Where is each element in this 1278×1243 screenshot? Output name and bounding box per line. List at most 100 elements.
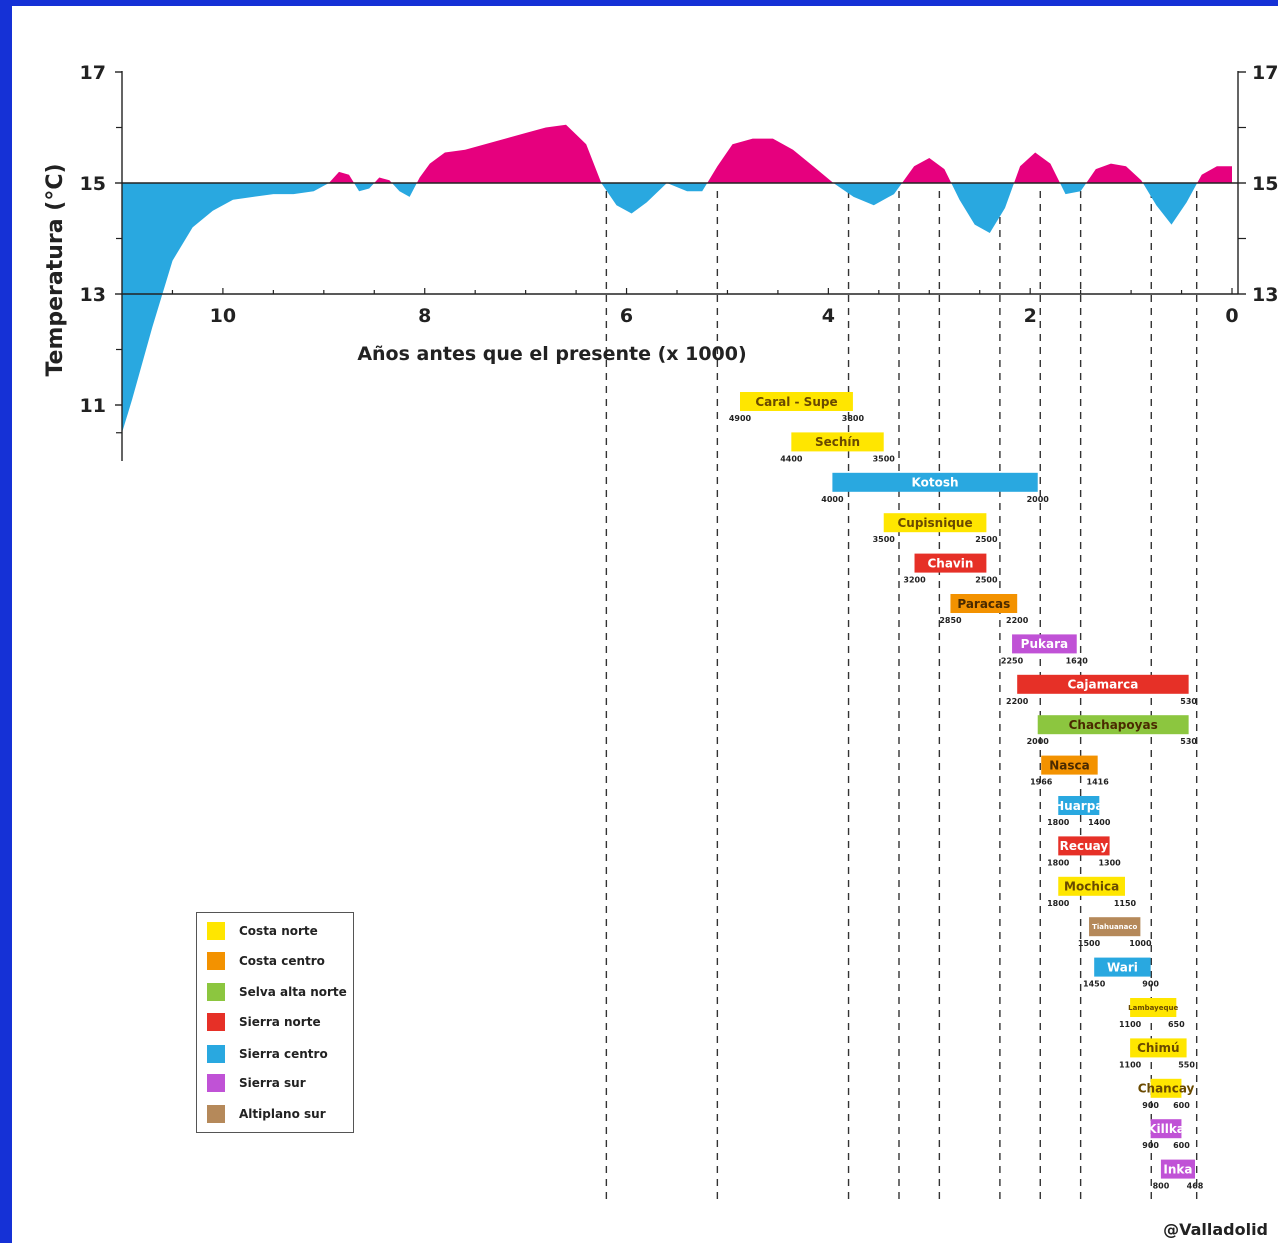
culture-start-label: 1100	[1119, 1020, 1142, 1029]
culture-end-label: 600	[1173, 1101, 1190, 1110]
x-tick-label: 6	[620, 305, 633, 327]
culture-bar-label: Cupisnique	[897, 516, 972, 530]
legend-item: Selva alta norte	[207, 982, 347, 1002]
culture-start-label: 1966	[1030, 778, 1053, 787]
culture-start-label: 3200	[903, 576, 926, 585]
warm-anomaly-area	[122, 124, 1232, 183]
culture-start-label: 1500	[1078, 939, 1101, 948]
culture-bar	[1012, 634, 1077, 654]
culture-end-label: 2500	[975, 576, 998, 585]
culture-end-label: 600	[1173, 1141, 1190, 1150]
culture-bar-label: Cajamarca	[1067, 678, 1138, 692]
culture-bar-label: Killka	[1147, 1122, 1185, 1136]
culture-end-label: 1416	[1087, 778, 1110, 787]
culture-end-label: 3800	[842, 414, 865, 423]
legend-swatch	[207, 1045, 225, 1063]
culture-end-label: 1000	[1129, 939, 1152, 948]
culture-bar-label: Nasca	[1049, 758, 1090, 772]
culture-start-label: 2200	[1006, 697, 1029, 706]
culture-start-label: 2250	[1001, 656, 1024, 665]
x-tick-label: 10	[210, 305, 236, 327]
culture-bar	[914, 553, 987, 573]
culture-bar	[791, 432, 884, 452]
culture-end-label: 1400	[1088, 818, 1111, 827]
culture-bar	[1037, 715, 1189, 735]
culture-bar-label: Sechín	[815, 435, 860, 449]
culture-start-label: 2000	[1027, 737, 1050, 746]
culture-bar	[832, 472, 1038, 492]
legend-label: Costa norte	[239, 924, 318, 938]
legend-item: Altiplano sur	[207, 1104, 326, 1124]
culture-end-label: 650	[1168, 1020, 1185, 1029]
temperature-culture-chart: 17 15 13 11 17 15 13 Temperatura (°C) 10 8 6 4 2 0 Año…	[43, 62, 1278, 1204]
y-tick-label-right: 17	[1252, 62, 1278, 84]
culture-start-label: 1800	[1047, 858, 1070, 867]
y-tick-label-right: 15	[1252, 173, 1278, 195]
culture-start-label: 4400	[780, 454, 803, 463]
culture-bar	[740, 392, 853, 411]
legend-swatch	[207, 1074, 225, 1092]
culture-bar	[1017, 674, 1189, 694]
chart-frame: 17 15 13 11 17 15 13 Temperatura (°C) 10 8 6 4 2 0 Año…	[12, 6, 1278, 1243]
culture-start-label: 1450	[1083, 980, 1106, 989]
culture-bar	[950, 594, 1018, 613]
legend-label: Sierra sur	[239, 1076, 306, 1090]
x-tick-label: 8	[418, 305, 431, 327]
culture-bar-label: Huarpa	[1054, 799, 1103, 813]
culture-end-label: 1620	[1066, 656, 1089, 665]
culture-end-label: 2000	[1027, 495, 1050, 504]
legend-item: Costa norte	[207, 921, 318, 941]
legend-label: Altiplano sur	[239, 1107, 326, 1121]
y-tick-label-left: 11	[80, 395, 106, 417]
culture-start-label: 1800	[1047, 899, 1070, 908]
culture-end-label: 530	[1180, 697, 1197, 706]
culture-end-label: 1300	[1098, 858, 1121, 867]
culture-start-label: 3500	[873, 535, 896, 544]
culture-bar-label: Tiahuanaco	[1092, 923, 1137, 931]
culture-start-label: 800	[1153, 1182, 1170, 1191]
culture-bar	[1089, 917, 1141, 937]
culture-bar	[1150, 1078, 1182, 1098]
culture-bar-label: Chachapoyas	[1069, 718, 1158, 732]
x-tick-label: 2	[1024, 305, 1037, 327]
y-tick-label-right: 13	[1252, 284, 1278, 306]
legend-swatch	[207, 922, 225, 940]
culture-bar-label: Chavin	[927, 556, 973, 570]
x-tick-label: 4	[822, 305, 835, 327]
culture-bar	[1041, 755, 1098, 775]
culture-start-label: 4000	[821, 495, 844, 504]
culture-end-label: 550	[1178, 1060, 1195, 1069]
culture-bar	[1094, 957, 1151, 977]
culture-end-label: 2200	[1006, 616, 1029, 625]
culture-bar-label: Caral - Supe	[755, 395, 837, 409]
culture-end-label: 468	[1187, 1182, 1204, 1191]
culture-bar-label: Paracas	[957, 597, 1010, 611]
cold-anomaly-area	[122, 183, 1232, 433]
y-tick-label-left: 13	[80, 284, 106, 306]
legend-item: Costa centro	[207, 951, 325, 971]
legend-item: Sierra norte	[207, 1012, 321, 1032]
legend-item: Sierra centro	[207, 1044, 328, 1064]
y-axis-title: Temperatura (°C)	[43, 163, 68, 376]
culture-bar-label: Wari	[1107, 960, 1138, 974]
culture-bar	[1058, 796, 1100, 815]
culture-bar-label: Inka	[1163, 1162, 1192, 1176]
culture-end-label: 3500	[873, 454, 896, 463]
culture-start-label: 900	[1142, 1141, 1159, 1150]
credit-label: @Valladolid	[1163, 1220, 1268, 1239]
culture-bar	[1130, 1038, 1187, 1058]
legend-swatch	[207, 1105, 225, 1123]
legend-label: Selva alta norte	[239, 985, 347, 999]
legend-label: Sierra norte	[239, 1015, 321, 1029]
y-tick-label-left: 15	[80, 173, 106, 195]
culture-start-label: 1100	[1119, 1060, 1142, 1069]
culture-end-label: 530	[1180, 737, 1197, 746]
chart-legend: Costa norte Costa centro Selva alta nort…	[196, 912, 354, 1133]
culture-bar	[1058, 876, 1125, 896]
legend-swatch	[207, 983, 225, 1001]
culture-bar-label: Chancay	[1138, 1082, 1195, 1096]
legend-item: Sierra sur	[207, 1073, 306, 1093]
legend-label: Sierra centro	[239, 1047, 328, 1061]
culture-bar	[1160, 1159, 1195, 1179]
culture-end-label: 900	[1142, 980, 1159, 989]
